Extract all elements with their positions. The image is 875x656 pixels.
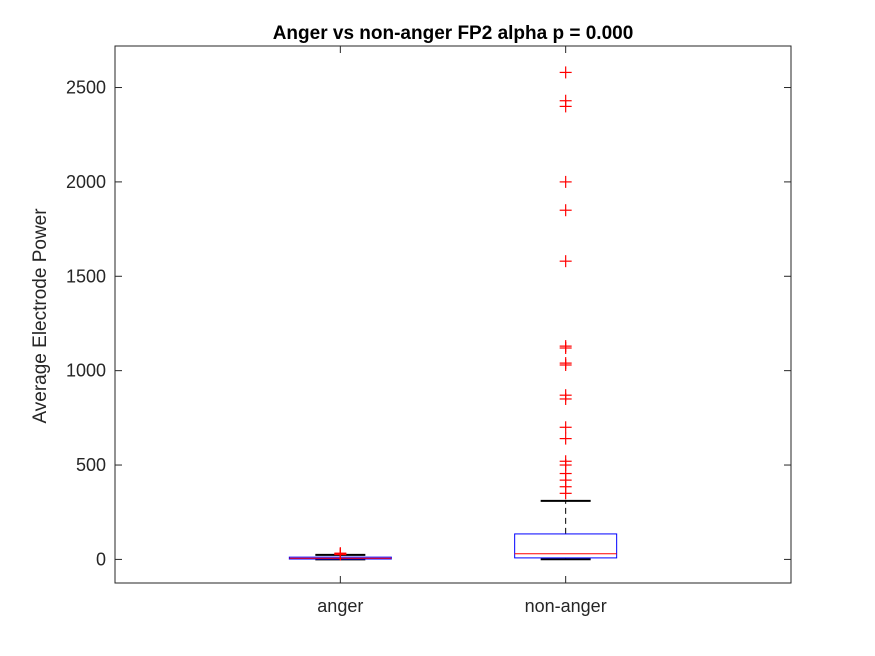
outlier-point (559, 357, 572, 370)
iqr-box (514, 533, 618, 559)
chart-title: Anger vs non-anger FP2 alpha p = 0.000 (273, 23, 634, 44)
y-tick-label: 0 (96, 549, 106, 569)
y-tick-label: 1000 (66, 361, 106, 381)
y-axis-label: Average Electrode Power (30, 208, 51, 424)
y-tick-label: 500 (76, 455, 106, 475)
x-tick-label: anger (317, 596, 363, 616)
outlier-point (559, 455, 572, 468)
outlier-point (559, 175, 572, 188)
y-tick-label: 1500 (66, 266, 106, 286)
box-group-anger (288, 547, 392, 561)
axes-frame (114, 45, 792, 584)
outlier-point (334, 547, 347, 560)
outlier-point (559, 66, 572, 79)
outlier-point (559, 255, 572, 268)
x-tick-label: non-anger (525, 596, 607, 616)
axes: 0 500 1000 1500 2000 2500 anger non-anger (66, 45, 792, 616)
plot-area (288, 66, 618, 561)
outlier-point (559, 204, 572, 217)
outlier-point (559, 389, 572, 402)
y-tick-label: 2000 (66, 172, 106, 192)
y-tick-label: 2500 (66, 78, 106, 98)
outlier-point (559, 94, 572, 107)
box-group-non-anger (514, 66, 618, 561)
outlier-point (559, 421, 572, 434)
outlier-point (559, 340, 572, 353)
outlier-point (559, 432, 572, 445)
